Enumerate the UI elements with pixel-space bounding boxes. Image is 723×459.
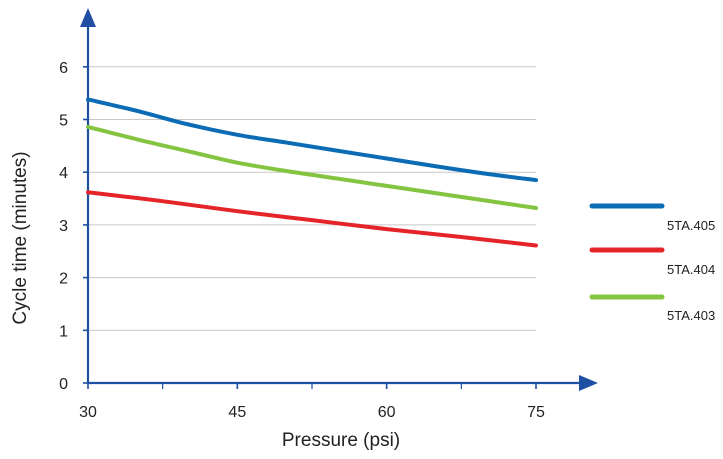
y-tick-label: 5 bbox=[59, 113, 68, 130]
y-axis-arrow-icon bbox=[80, 8, 96, 27]
y-axis-title: Cycle time (minutes) bbox=[10, 151, 31, 324]
y-tick-label: 6 bbox=[59, 60, 68, 77]
y-tick-label: 3 bbox=[59, 218, 68, 235]
series-line-5ta-403 bbox=[86, 124, 538, 211]
series-line-5ta-404 bbox=[86, 190, 538, 248]
x-tick-label: 60 bbox=[378, 404, 396, 421]
y-tick-label: 4 bbox=[59, 165, 68, 182]
y-tick-label: 2 bbox=[59, 271, 68, 288]
x-axis-arrow-icon bbox=[579, 375, 598, 391]
x-tick-label: 30 bbox=[79, 404, 97, 421]
legend-label: 5TA.404 bbox=[667, 262, 715, 277]
legend-layer: 5TA.405 5TA.404 5TA.403 bbox=[589, 203, 715, 323]
y-tick-label: 1 bbox=[59, 323, 68, 340]
x-axis-title: Pressure (psi) bbox=[282, 430, 400, 451]
x-tick-label: 45 bbox=[228, 404, 246, 421]
legend-label: 5TA.405 bbox=[667, 218, 715, 233]
series-layer bbox=[86, 97, 538, 248]
series-line-5ta-405 bbox=[86, 97, 538, 183]
legend-label: 5TA.403 bbox=[667, 308, 715, 323]
y-tick-label: 0 bbox=[59, 376, 68, 393]
x-tick-label: 75 bbox=[527, 404, 545, 421]
